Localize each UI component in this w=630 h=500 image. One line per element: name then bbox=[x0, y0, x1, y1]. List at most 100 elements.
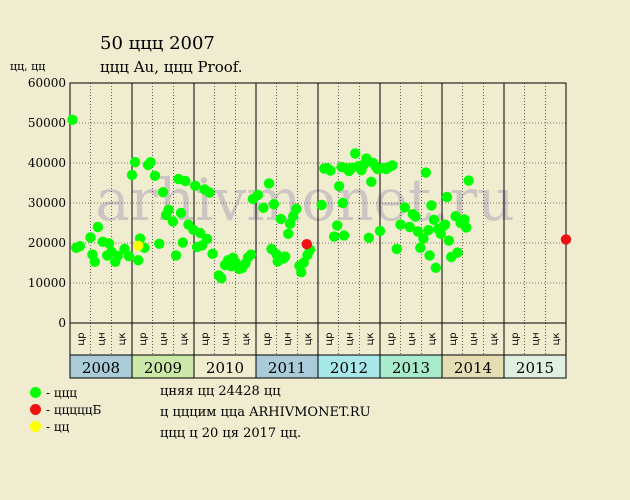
month-label: цр bbox=[324, 332, 335, 345]
month-label: цк bbox=[551, 333, 562, 346]
year-label: 2013 bbox=[392, 359, 430, 377]
sold-point bbox=[328, 231, 340, 242]
month-label: цр bbox=[138, 332, 149, 345]
month-label: цн bbox=[97, 332, 108, 345]
sold-point bbox=[430, 262, 441, 273]
sold-point bbox=[296, 267, 307, 278]
sold-point bbox=[204, 187, 215, 198]
month-label: цр bbox=[262, 332, 273, 345]
sold-point bbox=[387, 160, 398, 171]
month-label: цр bbox=[386, 332, 397, 345]
sold-point bbox=[149, 170, 161, 181]
year-label: 2014 bbox=[454, 359, 492, 377]
sold-point bbox=[420, 167, 432, 178]
sold-point bbox=[424, 250, 435, 261]
sold-point bbox=[74, 241, 86, 252]
sold-point bbox=[459, 214, 470, 225]
sold-point bbox=[167, 216, 179, 227]
source-note: ц цццим цца ARHIVMONET.RU bbox=[160, 405, 371, 420]
auction-point bbox=[301, 239, 313, 250]
y-tick-label: 40000 bbox=[28, 156, 66, 170]
y-tick-label: 60000 bbox=[28, 76, 66, 90]
month-label: цк bbox=[489, 333, 500, 346]
sold-point bbox=[163, 204, 174, 215]
data-points bbox=[67, 114, 572, 284]
sold-point bbox=[439, 219, 451, 230]
year-label: 2008 bbox=[82, 359, 120, 377]
month-label: цк bbox=[179, 333, 190, 346]
sold-point bbox=[180, 175, 191, 187]
month-label: цр bbox=[76, 332, 87, 345]
y-tick-label: 20000 bbox=[28, 236, 66, 250]
sold-point bbox=[423, 225, 434, 236]
sold-point bbox=[426, 200, 437, 211]
sold-point bbox=[177, 237, 189, 248]
month-label: цн bbox=[407, 332, 418, 345]
sold-point bbox=[157, 187, 169, 198]
month-labels: цр цн цк цр цн цк цр цн цк цр цн цк цр цн цк цр цн цк цр цн… bbox=[76, 332, 562, 345]
month-label: цр bbox=[448, 332, 459, 345]
month-label: цк bbox=[117, 333, 128, 346]
sold-point bbox=[201, 233, 213, 245]
legend: - ццц - цццццБ - цц bbox=[30, 384, 101, 435]
month-label: цн bbox=[469, 332, 480, 345]
sold-point bbox=[410, 211, 421, 222]
y-tick-labels: 0 10000 20000 30000 40000 50000 60000 bbox=[28, 76, 66, 330]
other-point bbox=[133, 240, 144, 251]
month-label: цк bbox=[365, 333, 376, 346]
year-labels: 2008 2009 2010 2011 2012 2013 2014 2015 bbox=[82, 359, 554, 377]
year-label: 2012 bbox=[330, 359, 368, 377]
sold-point bbox=[428, 214, 440, 225]
sold-point bbox=[366, 176, 377, 187]
month-label: цн bbox=[345, 332, 356, 345]
sold-point bbox=[418, 233, 429, 244]
sold-point bbox=[452, 247, 463, 258]
sold-point bbox=[291, 203, 302, 215]
sold-point bbox=[443, 235, 455, 246]
sold-point bbox=[268, 199, 280, 210]
legend-item-auction: - цццццБ bbox=[30, 401, 101, 418]
legend-item-sold: - ццц bbox=[30, 384, 101, 401]
sold-point bbox=[412, 226, 424, 237]
sold-point bbox=[170, 250, 182, 261]
red-dot-icon bbox=[30, 404, 41, 415]
year-label: 2010 bbox=[206, 359, 244, 377]
year-label: 2011 bbox=[268, 359, 306, 377]
sold-point bbox=[85, 232, 96, 243]
notes: цняя цц 24428 цц ц цццим цца ARHIVMONET.… bbox=[160, 384, 371, 447]
sold-point bbox=[145, 157, 156, 168]
sold-point bbox=[103, 238, 115, 249]
month-label: цк bbox=[427, 333, 438, 346]
sold-point bbox=[195, 227, 206, 239]
sold-point bbox=[126, 169, 138, 181]
date-note: ццц ц 20 ця 2017 цц. bbox=[160, 426, 302, 441]
sold-point bbox=[325, 165, 336, 176]
sold-point bbox=[316, 199, 327, 211]
sold-point bbox=[258, 202, 269, 213]
legend-item-other: - цц bbox=[30, 418, 101, 435]
sold-point bbox=[190, 180, 201, 191]
month-label: цн bbox=[283, 332, 294, 345]
sold-point bbox=[175, 207, 187, 219]
month-label: цн bbox=[159, 332, 170, 345]
sold-point bbox=[252, 189, 264, 201]
sold-point bbox=[89, 256, 101, 267]
month-label: цн bbox=[531, 332, 542, 345]
sold-point bbox=[399, 202, 410, 213]
sold-point bbox=[363, 232, 375, 243]
month-label: цр bbox=[200, 332, 211, 345]
year-label: 2015 bbox=[516, 359, 554, 377]
sold-point bbox=[350, 148, 361, 159]
sold-point bbox=[460, 222, 472, 233]
auction-point bbox=[560, 234, 572, 245]
month-label: цр bbox=[510, 332, 521, 345]
sold-point bbox=[395, 219, 406, 230]
sold-point bbox=[338, 230, 350, 241]
sold-point bbox=[275, 213, 286, 225]
plot-frame bbox=[69, 82, 567, 324]
sold-point bbox=[216, 273, 227, 284]
legend-label: - цццццБ bbox=[46, 402, 102, 417]
average-price-note: цняя цц 24428 цц bbox=[160, 384, 281, 399]
sold-point bbox=[404, 221, 415, 233]
sold-point bbox=[245, 249, 257, 260]
